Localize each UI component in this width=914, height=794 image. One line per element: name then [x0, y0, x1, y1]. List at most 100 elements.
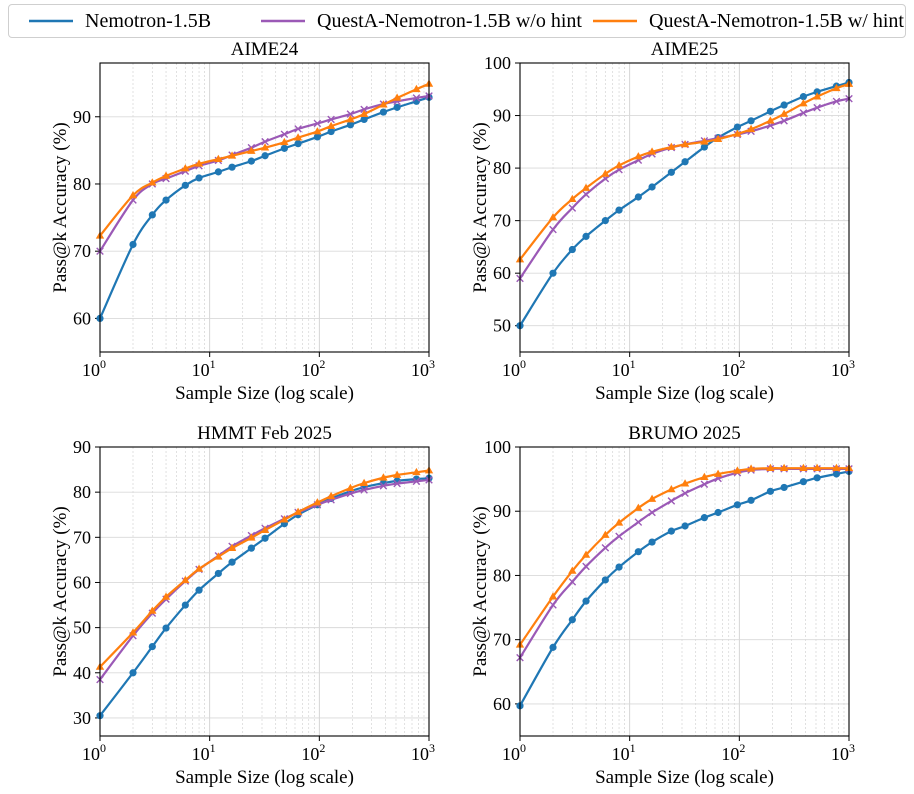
- data-point: [614, 161, 624, 169]
- x-tick-label: 102: [301, 357, 325, 380]
- y-tick-label: 50: [73, 618, 91, 638]
- data-point: [733, 129, 742, 137]
- legend-line-nemotron-icon: [29, 19, 73, 23]
- data-point: [313, 498, 322, 506]
- data-point: [194, 564, 204, 572]
- data-point: [412, 467, 421, 476]
- data-point: [412, 84, 421, 93]
- series-questa-hint: [95, 79, 434, 239]
- series-questa-hint: [515, 463, 854, 648]
- data-point: [412, 94, 421, 102]
- data-point: [647, 147, 657, 155]
- data-point: [280, 144, 288, 152]
- data-point: [148, 211, 156, 219]
- y-tick-label: 60: [493, 263, 511, 283]
- data-point: [293, 507, 303, 515]
- data-point: [568, 566, 577, 574]
- data-point: [700, 143, 708, 151]
- y-tick-label: 80: [73, 482, 91, 502]
- data-point: [681, 489, 689, 498]
- data-point: [280, 130, 289, 139]
- x-axis-label: Sample Size (log scale): [175, 383, 354, 404]
- data-point: [195, 586, 203, 594]
- data-point: [359, 478, 369, 486]
- data-point: [780, 483, 788, 492]
- x-tick-label: 103: [411, 741, 435, 764]
- y-tick-label: 60: [73, 572, 91, 592]
- y-tick-label: 60: [73, 308, 91, 328]
- data-point: [261, 152, 269, 160]
- x-tick-label: 101: [192, 357, 216, 380]
- data-point: [549, 269, 557, 277]
- data-point: [260, 525, 270, 533]
- x-axis-label: Sample Size (log scale): [595, 767, 774, 788]
- data-point: [327, 115, 335, 124]
- data-point: [733, 501, 741, 509]
- data-point: [647, 494, 657, 502]
- data-point: [393, 479, 401, 488]
- series-nemotron: [96, 93, 433, 322]
- data-point: [615, 563, 623, 571]
- data-point: [214, 168, 222, 176]
- y-tick-label: 100: [484, 53, 511, 73]
- data-point: [581, 183, 591, 191]
- data-point: [568, 204, 577, 212]
- data-point: [393, 103, 401, 111]
- data-point: [313, 127, 322, 135]
- data-point: [766, 487, 775, 495]
- series-line-questa-hint: [519, 82, 850, 261]
- x-tick-label: 101: [612, 741, 636, 764]
- data-point: [346, 489, 355, 498]
- legend-label-nemotron: Nemotron-1.5B: [85, 9, 212, 32]
- data-point: [746, 124, 756, 133]
- data-point: [779, 463, 789, 472]
- data-point: [799, 109, 808, 117]
- y-axis-label: Pass@k Accuracy (%): [470, 506, 491, 677]
- data-point: [780, 117, 788, 125]
- data-point: [648, 508, 656, 517]
- x-tick-label: 101: [192, 741, 216, 764]
- data-point: [293, 133, 303, 141]
- y-tick-label: 80: [493, 158, 511, 178]
- data-point: [228, 163, 236, 171]
- y-axis-label: Pass@k Accuracy (%): [50, 506, 71, 677]
- data-point: [713, 134, 723, 143]
- y-axis-label: Pass@k Accuracy (%): [50, 122, 71, 293]
- x-tick-label: 102: [721, 357, 745, 380]
- data-point: [327, 127, 335, 136]
- series-line-nemotron: [98, 96, 430, 319]
- data-point: [601, 530, 610, 538]
- data-point: [713, 469, 723, 477]
- data-point: [128, 628, 138, 636]
- y-tick-label: 100: [484, 437, 511, 457]
- data-point: [148, 642, 156, 651]
- data-point: [360, 115, 368, 124]
- data-point: [548, 592, 558, 600]
- plot-frame: [99, 62, 430, 353]
- data-point: [634, 193, 642, 201]
- data-point: [700, 514, 708, 522]
- data-point: [601, 576, 609, 584]
- data-point: [634, 548, 642, 556]
- x-tick-label: 102: [721, 741, 745, 764]
- y-tick-label: 80: [493, 565, 511, 585]
- panel-brumo-2025: 100 101 102 103 60 70 80 90 100 BRUMO 2025 Sample …: [470, 423, 855, 788]
- data-point: [812, 92, 822, 100]
- series-questa-hint: [515, 79, 854, 263]
- data-point: [214, 552, 223, 560]
- chart-title: AIME25: [651, 39, 719, 60]
- data-point: [581, 550, 591, 558]
- data-point: [359, 109, 369, 117]
- data-point: [568, 194, 577, 202]
- data-point: [148, 606, 157, 614]
- legend-item-questa-hint: QuestA-Nemotron-1.5B w/ hint: [593, 5, 904, 37]
- data-point: [294, 125, 302, 133]
- data-point: [667, 168, 675, 176]
- data-point: [667, 142, 676, 150]
- data-point: [214, 154, 223, 162]
- x-axis-label: Sample Size (log scale): [595, 383, 774, 404]
- data-point: [681, 158, 689, 166]
- data-point: [799, 463, 808, 472]
- data-point: [667, 497, 676, 505]
